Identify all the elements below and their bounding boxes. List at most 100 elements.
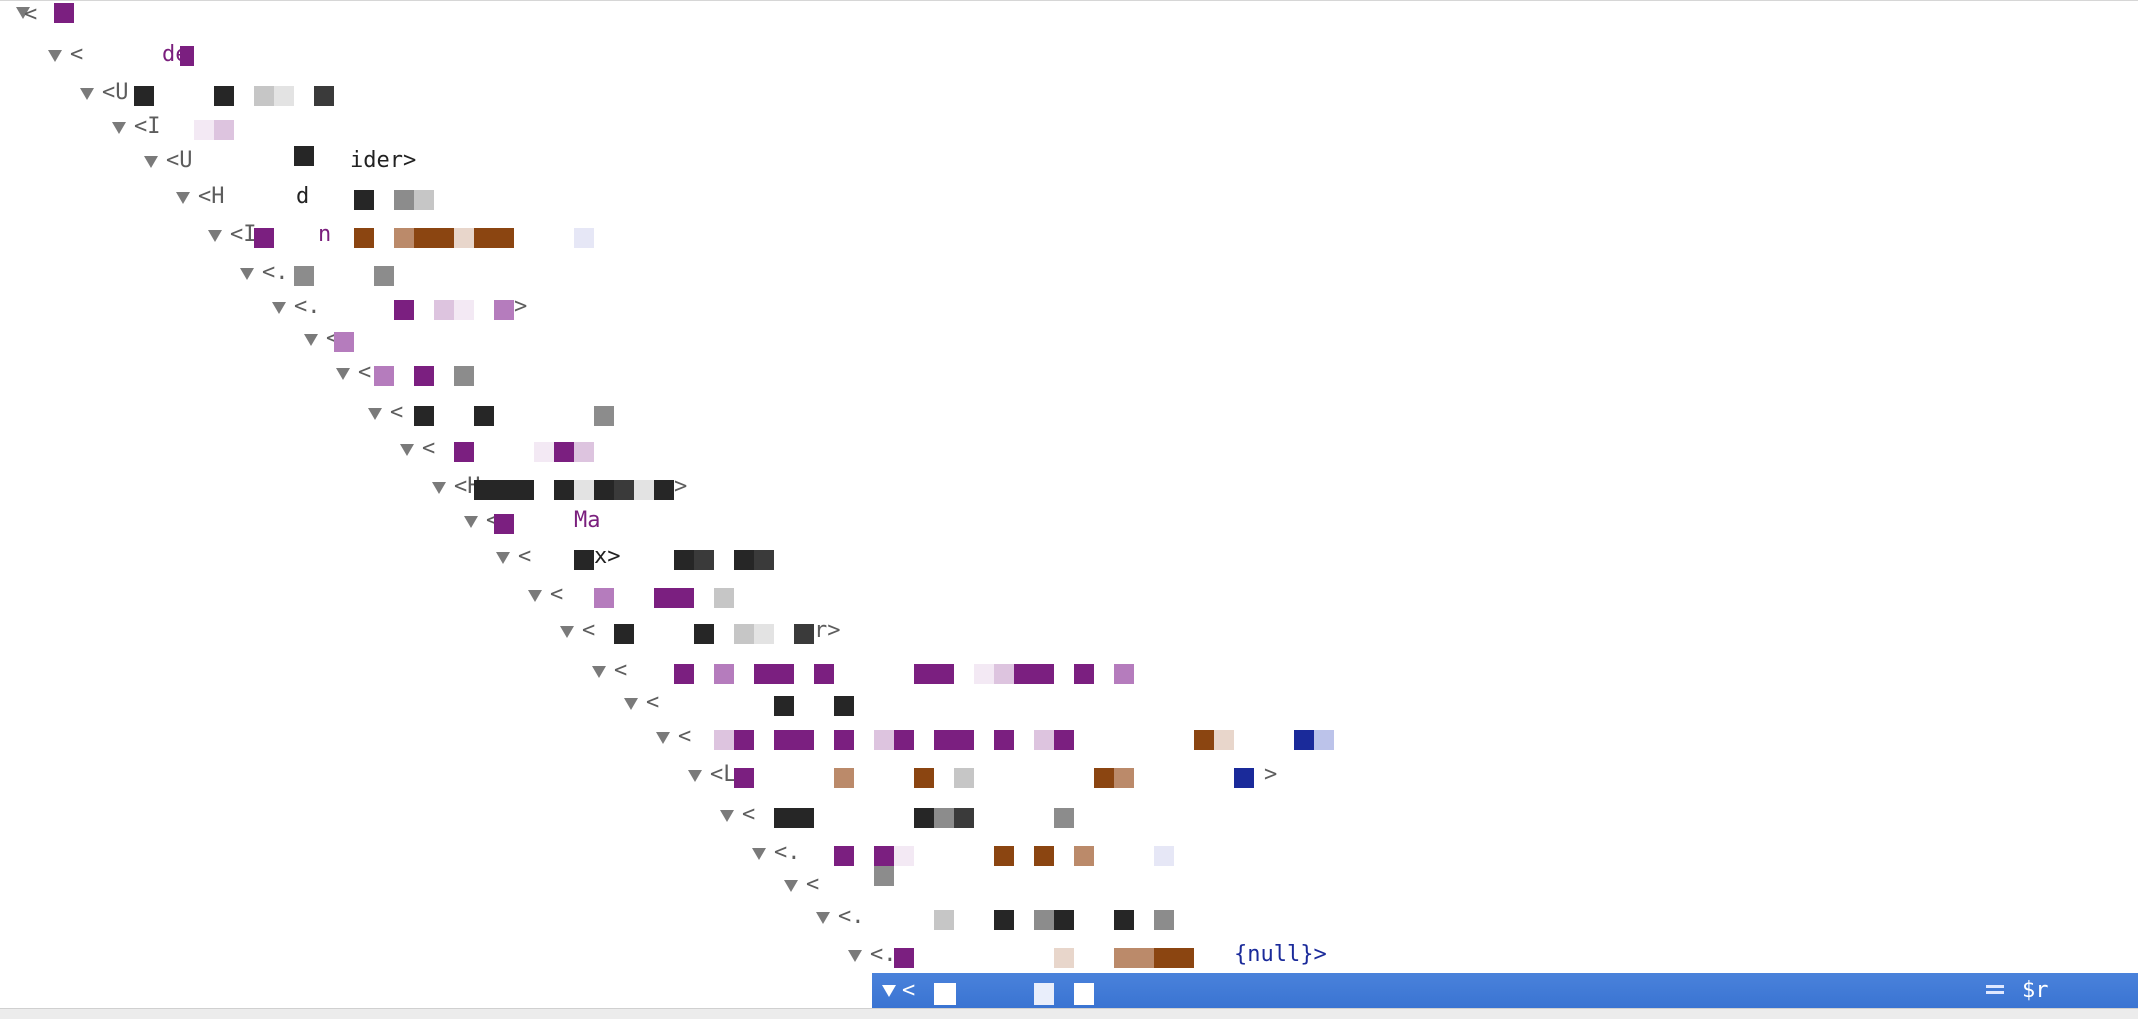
attr-block xyxy=(994,910,1014,930)
tree-row[interactable]: < xyxy=(0,358,480,388)
attr-block xyxy=(1054,730,1074,750)
triangle-down-icon[interactable] xyxy=(16,7,30,19)
tree-row[interactable]: <H d xyxy=(0,182,440,212)
triangle-down-icon[interactable] xyxy=(400,444,414,456)
attr-block xyxy=(1034,846,1054,866)
null-value-text: {null}> xyxy=(1234,942,1327,967)
triangle-down-icon[interactable] xyxy=(304,334,318,346)
tag-open: <. xyxy=(838,904,865,929)
attr-block xyxy=(1194,730,1214,750)
triangle-down-icon[interactable] xyxy=(208,230,222,242)
tree-row[interactable]: < de xyxy=(0,40,220,70)
triangle-down-icon[interactable] xyxy=(528,590,542,602)
tag-open: < xyxy=(518,544,532,569)
triangle-down-icon[interactable] xyxy=(784,880,798,892)
tree-row[interactable]: < xyxy=(0,870,820,900)
attr-block xyxy=(454,366,474,386)
tree-row[interactable]: <H > xyxy=(0,472,710,502)
triangle-down-icon[interactable] xyxy=(752,848,766,860)
attr-block xyxy=(1094,768,1114,788)
triangle-down-icon[interactable] xyxy=(48,50,62,62)
triangle-down-icon[interactable] xyxy=(496,552,510,564)
triangle-down-icon[interactable] xyxy=(560,626,574,638)
tag-open: <. xyxy=(294,294,321,319)
tree-row[interactable]: < xyxy=(0,398,620,428)
tag-name: Ma xyxy=(574,508,601,533)
tree-row[interactable]: < xyxy=(0,580,740,610)
attr-block xyxy=(1154,846,1174,866)
attr-block xyxy=(394,300,414,320)
attr-block xyxy=(534,442,554,462)
attr-block xyxy=(1294,730,1314,750)
attr-block xyxy=(914,768,934,788)
triangle-down-icon[interactable] xyxy=(240,268,254,280)
triangle-down-icon[interactable] xyxy=(464,516,478,528)
tag-open: < xyxy=(902,978,916,1003)
tree-row[interactable]: <. xyxy=(0,258,420,288)
tag-name-block xyxy=(54,3,74,23)
tag-open: <. xyxy=(870,942,897,967)
attr-block xyxy=(774,808,814,828)
attr-block xyxy=(574,228,594,248)
attr-block xyxy=(474,228,514,248)
triangle-down-icon[interactable] xyxy=(720,810,734,822)
tree-row[interactable]: < xyxy=(0,688,860,718)
triangle-down-icon[interactable] xyxy=(144,156,158,168)
triangle-down-icon[interactable] xyxy=(176,192,190,204)
attr-block xyxy=(674,664,694,684)
attr-block xyxy=(1114,768,1134,788)
tree-row[interactable]: <. xyxy=(0,838,1180,886)
tree-row[interactable]: <I xyxy=(0,112,260,142)
attr-block xyxy=(134,86,154,106)
triangle-down-icon[interactable] xyxy=(592,666,606,678)
tag-open: <I xyxy=(230,222,257,247)
tree-row[interactable]: < r> xyxy=(0,616,860,646)
triangle-down-icon[interactable] xyxy=(336,368,350,380)
tree-row[interactable]: < x> xyxy=(0,542,790,572)
tree-row[interactable]: <. {null}> xyxy=(0,940,1340,970)
tree-row[interactable]: <. > xyxy=(0,292,540,322)
attr-block xyxy=(994,664,1014,684)
tree-row[interactable]: < xyxy=(0,656,1200,686)
tree-row[interactable]: <U ider> xyxy=(0,146,440,176)
tree-row[interactable]: < xyxy=(0,434,620,464)
attr-block xyxy=(834,696,854,716)
tree-row[interactable]: < xyxy=(0,0,120,30)
attr-block xyxy=(374,266,394,286)
triangle-down-icon[interactable] xyxy=(816,912,830,924)
triangle-down-icon[interactable] xyxy=(272,302,286,314)
selected-tree-row[interactable]: < $r xyxy=(872,973,2138,1008)
attr-block xyxy=(734,624,754,644)
triangle-down-icon[interactable] xyxy=(368,408,382,420)
attr-block xyxy=(1054,948,1074,968)
triangle-down-icon[interactable] xyxy=(112,122,126,134)
attr-block xyxy=(474,480,534,500)
tag-name: x> xyxy=(594,544,621,569)
attr-block xyxy=(954,768,974,788)
attr-block xyxy=(694,550,714,570)
triangle-down-icon[interactable] xyxy=(656,732,670,744)
attr-block xyxy=(554,480,574,500)
attr-block xyxy=(214,120,234,140)
triangle-down-icon[interactable] xyxy=(432,482,446,494)
triangle-down-icon[interactable] xyxy=(80,88,94,100)
tree-row[interactable]: < xyxy=(0,800,1080,830)
attr-block xyxy=(894,948,914,968)
tree-row[interactable]: < Ma xyxy=(0,506,620,536)
attr-block xyxy=(494,300,514,320)
triangle-down-icon[interactable] xyxy=(688,770,702,782)
attr-block xyxy=(294,266,314,286)
tree-row[interactable]: <. xyxy=(0,902,1180,932)
tree-row[interactable]: < xyxy=(0,324,550,354)
triangle-down-icon[interactable] xyxy=(882,985,896,997)
tag-name: ider> xyxy=(350,148,417,173)
triangle-down-icon[interactable] xyxy=(624,698,638,710)
tree-row[interactable]: < xyxy=(0,722,1340,752)
tree-row[interactable]: <U xyxy=(0,78,340,108)
tree-row[interactable]: <L > xyxy=(0,760,1290,790)
tag-close: > xyxy=(1264,762,1278,787)
triangle-down-icon[interactable] xyxy=(848,950,862,962)
attr-block xyxy=(1034,730,1054,750)
tree-row[interactable]: <I n xyxy=(0,220,650,250)
